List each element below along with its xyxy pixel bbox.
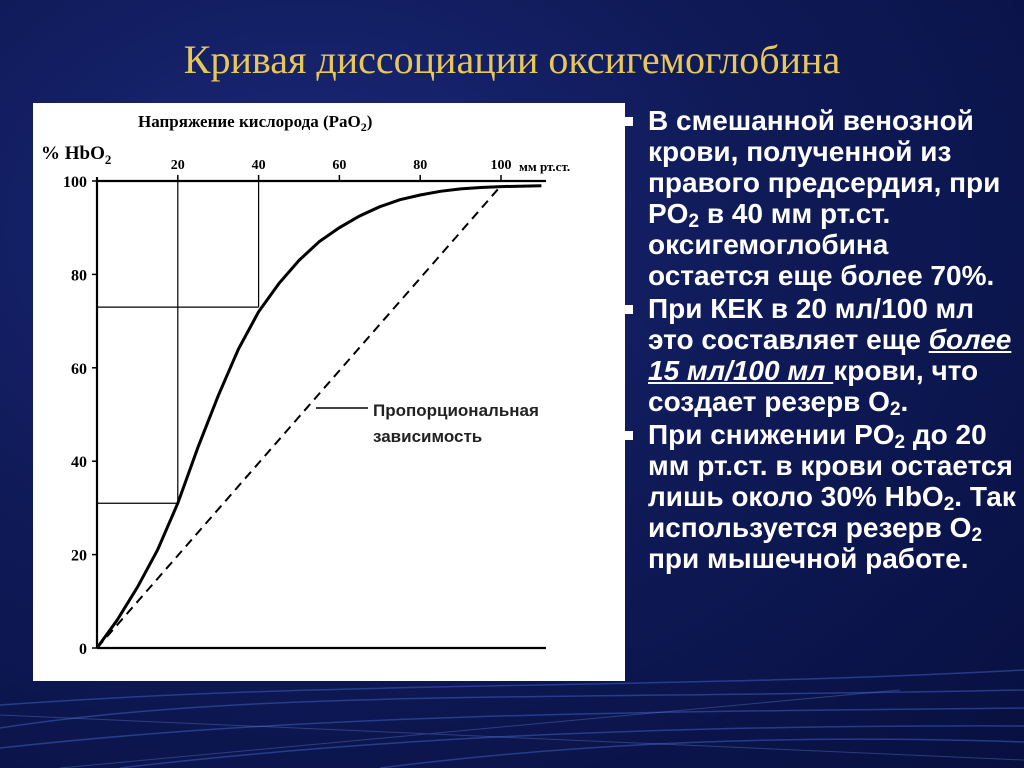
bullet-marker-icon — [624, 117, 633, 126]
y-tick-label: 0 — [79, 641, 87, 658]
x-tick-label: 60 — [332, 158, 346, 173]
curve-data-point — [177, 502, 179, 504]
bullet-marker-icon — [624, 305, 633, 314]
curve-data-point — [419, 194, 421, 196]
curve-data-point — [440, 190, 442, 192]
curve-data-point — [278, 283, 280, 285]
bullet-text: при мышечной работе. — [648, 543, 969, 574]
bullet-text: . Так используется резерв O — [648, 481, 1016, 543]
subscript-text: 2 — [688, 211, 700, 232]
bullet-item: При КЕК в 20 мл/100 мл это составляет ещ… — [622, 293, 1017, 420]
curve-data-point — [298, 260, 300, 262]
curve-data-point — [258, 311, 260, 313]
curve-data-point — [197, 446, 199, 448]
curve-data-point — [460, 188, 462, 190]
curve-data-point — [399, 199, 401, 201]
proportional-dashed-line — [96, 185, 502, 649]
curve-data-point — [339, 227, 341, 229]
y-tick-label: 60 — [71, 361, 87, 378]
y-tick-label: 20 — [71, 548, 87, 565]
bullet-text: При КЕК в 20 мл/100 мл это составляет ещ… — [648, 293, 975, 355]
chart-title: Напряжение кислорода (PaO2) — [138, 112, 372, 134]
bullet-list: В смешанной венозной крови, полученной и… — [622, 105, 1017, 576]
curve-data-point — [137, 586, 139, 588]
x-tick-label: 40 — [252, 158, 266, 173]
bullet-text: до 20 мм рт.ст. в крови остается лишь ок… — [648, 419, 1013, 512]
curve-data-point — [157, 549, 159, 551]
proportional-line-point — [500, 185, 502, 187]
subscript-text: 2 — [894, 432, 906, 453]
subscript-text: 2 — [971, 525, 983, 546]
bullet-text: более 15 мл/100 мл — [648, 324, 1012, 386]
x-tick-label: 20 — [171, 158, 185, 173]
oxyhemoglobin-chart: Напряжение кислорода (PaO2) % HbO2 мм рт.с… — [41, 112, 570, 658]
subscript-text: 2 — [889, 399, 901, 420]
bullet-text: В смешанной венозной крови, полученной и… — [648, 105, 1001, 229]
y-tick-label: 80 — [71, 267, 87, 284]
curve-data-point — [359, 215, 361, 217]
y-axis-label: % HbO2 — [41, 143, 111, 167]
bullet-item: В смешанной венозной крови, полученной и… — [622, 105, 1017, 291]
bullet-text: в 40 мм рт.ст. оксигемоглобина остается … — [648, 198, 995, 291]
x-axis-unit: мм рт.ст. — [519, 159, 570, 174]
annotation-text: Пропорциональная — [373, 401, 539, 420]
chart-panel: Напряжение кислорода (PaO2) % HbO2 мм рт.с… — [33, 103, 625, 681]
bullet-item: При снижении PO2 до 20 мм рт.ст. в крови… — [622, 419, 1017, 574]
curve-data-point — [238, 348, 240, 350]
curve-data-point — [116, 619, 118, 621]
bullet-text: . — [900, 386, 909, 417]
bullet-text: При снижении PO — [648, 419, 895, 450]
y-tick-label: 40 — [71, 454, 87, 471]
curve-data-point — [318, 241, 320, 243]
curve-data-point — [217, 395, 219, 397]
dissociation-curve — [95, 184, 542, 649]
slide-title: Кривая диссоциации оксигемоглобина — [183, 37, 841, 82]
curve-data-point — [379, 206, 381, 208]
proportional-line-point — [96, 647, 98, 649]
curve-data-point — [480, 187, 482, 189]
curve-data-point — [541, 185, 543, 187]
y-tick-label: 100 — [63, 174, 87, 191]
subscript-text: 2 — [943, 494, 955, 515]
x-tick-label: 100 — [491, 158, 512, 173]
bullet-text: крови, что создает резерв O — [648, 355, 979, 417]
bullet-marker-icon — [624, 431, 633, 440]
x-tick-label: 80 — [413, 158, 427, 173]
annotation-text: зависимость — [373, 427, 482, 446]
